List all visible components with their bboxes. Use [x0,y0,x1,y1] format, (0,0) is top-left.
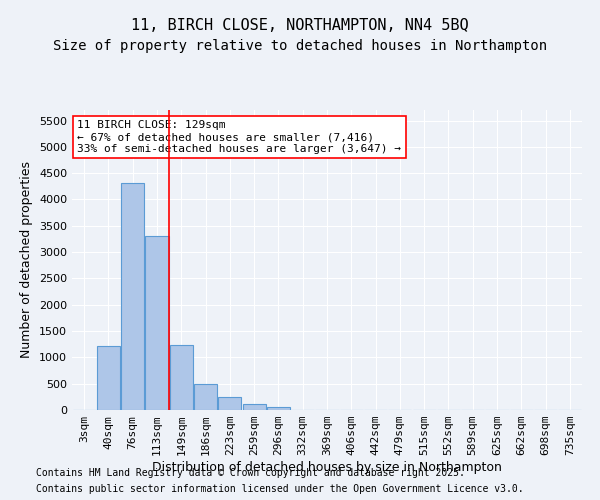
Bar [242,404,266,410]
Text: Contains HM Land Registry data © Crown copyright and database right 2025.: Contains HM Land Registry data © Crown c… [36,468,465,477]
X-axis label: Distribution of detached houses by size in Northampton: Distribution of detached houses by size … [152,461,502,474]
Bar [97,346,120,410]
Bar [194,384,217,410]
Bar [218,397,241,410]
Text: Size of property relative to detached houses in Northampton: Size of property relative to detached ho… [53,39,547,53]
Text: Contains public sector information licensed under the Open Government Licence v3: Contains public sector information licen… [36,484,524,494]
Bar [145,236,169,410]
Bar [121,182,144,410]
Bar [170,344,193,410]
Y-axis label: Number of detached properties: Number of detached properties [20,162,34,358]
Bar [267,408,290,410]
Text: 11, BIRCH CLOSE, NORTHAMPTON, NN4 5BQ: 11, BIRCH CLOSE, NORTHAMPTON, NN4 5BQ [131,18,469,32]
Text: 11 BIRCH CLOSE: 129sqm
← 67% of detached houses are smaller (7,416)
33% of semi-: 11 BIRCH CLOSE: 129sqm ← 67% of detached… [77,120,401,154]
